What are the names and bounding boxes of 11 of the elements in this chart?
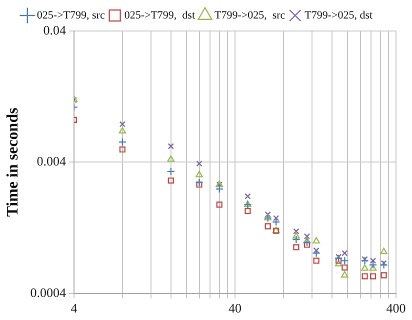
legend-label: 025->T799, dst xyxy=(124,9,196,22)
x-tick-label: 4 xyxy=(70,300,78,316)
y-tick-label: 0.04 xyxy=(43,22,66,38)
legend-label: 025->T799, src xyxy=(36,9,105,22)
y-tick-label: 0.004 xyxy=(36,154,66,169)
x-tick-label: 400 xyxy=(386,300,406,316)
y-axis-title: Time in seconds xyxy=(4,108,22,217)
x-tick-label: 40 xyxy=(228,300,242,316)
y-tick-label: 0.0004 xyxy=(30,284,66,300)
legend-label: T799->025, dst xyxy=(304,9,373,22)
legend-label: T799->025, src xyxy=(214,9,286,22)
